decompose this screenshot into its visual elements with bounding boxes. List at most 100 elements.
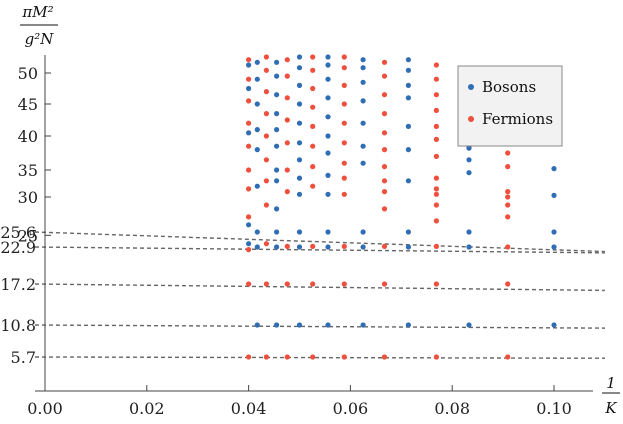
x-tick-label: 0.00 [27,399,63,418]
fermion-point [310,123,316,129]
fermion-point [263,133,269,139]
fermion-point [433,191,439,197]
legend-label-bosons: Bosons [482,78,536,96]
boson-point [466,244,472,250]
fermion-point [381,111,388,117]
y-tick-label: 35 [18,161,38,180]
fermion-point [381,178,388,184]
boson-point [254,244,260,250]
fermion-point [433,175,439,181]
boson-point [405,244,411,250]
boson-point [274,143,280,149]
fermion-point [246,186,252,192]
y-tick-label: 45 [18,95,38,114]
boson-point [325,244,331,250]
boson-point [246,130,252,136]
fermion-point [505,202,511,208]
boson-point [551,166,557,172]
x-tick-label: 0.02 [129,399,165,418]
fermion-point [341,281,347,287]
fermion-point [246,98,252,104]
boson-point [325,95,331,101]
fermion-point [246,167,252,173]
boson-point [325,133,331,139]
fit-lines [34,231,605,359]
fermion-point [381,73,388,79]
boson-point [325,114,331,120]
fermion-point [505,150,511,156]
y-tick-label: 30 [18,188,38,207]
boson-point [551,322,557,328]
fermion-point [433,62,439,68]
boson-point [325,76,331,82]
fermion-point [433,76,439,82]
x-tick-label: 0.06 [333,399,369,418]
fermion-point [381,189,388,195]
boson-point [466,322,472,328]
boson-point [466,157,472,163]
boson-point [405,322,411,328]
boson-point [360,160,366,166]
fermion-point [284,189,290,195]
fermion-point [433,218,439,224]
fit-line [34,283,605,292]
boson-point [360,57,366,63]
data-points [246,54,557,360]
fermion-point [246,247,252,253]
fermion-point [505,189,511,195]
fermion-point [381,243,388,249]
fermion-point [381,147,388,153]
boson-point [274,244,280,250]
fermion-point [505,354,511,360]
fermion-point [433,136,439,142]
boson-point [274,178,280,184]
boson-point [296,229,303,235]
fermion-point [341,191,347,197]
boson-point [296,244,303,250]
intercept-labels: 25.622.9 17.2 10.8 5.7 [0,223,36,367]
fermion-point [341,160,347,166]
y-tick-label: 25 [18,226,38,245]
boson-point [254,101,260,107]
boson-point [551,244,557,250]
fermion-point [263,281,269,287]
fermion-point [341,54,347,60]
boson-point [254,76,260,82]
boson-point [296,191,303,197]
x-tick-label: 0.10 [536,399,572,418]
intercept-label: 22.9 [0,238,36,257]
fermion-point [433,153,439,159]
fermion-point [341,354,347,360]
boson-point [360,98,366,104]
x-ticks: 0.00 0.02 0.04 0.06 0.08 0.10 [27,385,572,418]
fermion-point [263,157,269,163]
fermion-point [284,95,290,101]
boson-point [296,120,303,126]
boson-point [296,157,303,163]
boson-point [360,143,366,149]
boson-point [296,54,303,60]
boson-point [296,65,303,71]
boson-point [325,172,331,178]
fermion-point [381,130,388,136]
boson-point [296,82,303,88]
y-axis-title-numerator: πM² [21,3,53,21]
boson-point [274,127,280,133]
legend: Bosons Fermions [457,65,563,147]
boson-point [405,57,411,63]
fermion-point [263,67,269,73]
fermion-point [284,354,290,360]
fermion-point [246,143,252,149]
fermion-point [341,120,347,126]
boson-point [405,178,411,184]
legend-marker-fermions [468,116,474,122]
fermion-point [341,140,347,146]
boson-point [274,206,280,212]
fit-line [34,356,605,359]
fermion-point [310,243,316,249]
fermion-point [310,143,316,149]
boson-point [296,101,303,107]
fermion-point [433,202,439,208]
fermion-point [341,175,347,181]
boson-point [274,167,280,173]
